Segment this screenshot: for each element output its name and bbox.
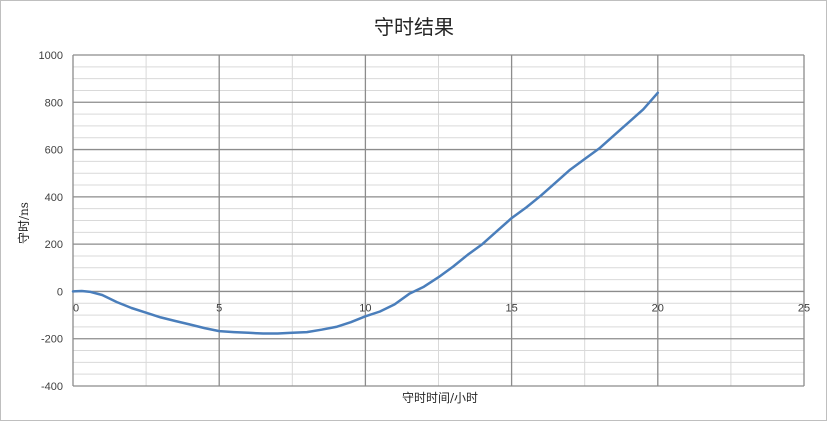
x-tick-label: 5 xyxy=(216,302,222,314)
major-gridlines xyxy=(72,54,805,387)
y-tick-label: -400 xyxy=(41,381,63,393)
y-axis-label: 守时/ns xyxy=(17,202,31,244)
x-tick-label: 20 xyxy=(652,302,664,314)
minor-gridlines xyxy=(73,55,804,386)
y-tick-label: 400 xyxy=(45,192,63,204)
x-tick-label: 25 xyxy=(798,302,810,314)
y-tick-label: 1000 xyxy=(39,50,63,62)
series-layer xyxy=(71,91,660,335)
series-line-0 xyxy=(71,91,660,335)
y-tick-label: -200 xyxy=(41,334,63,346)
x-tick-label: 0 xyxy=(73,302,79,314)
y-tick-label: 0 xyxy=(57,286,63,298)
chart-title: 守时结果 xyxy=(374,15,454,39)
y-tick-label: 200 xyxy=(45,239,63,251)
x-tick-label: 15 xyxy=(505,302,517,314)
x-axis-tick-labels: 0 5 10 15 20 25 xyxy=(73,302,810,314)
y-tick-label: 600 xyxy=(45,145,63,157)
x-axis-label: 守时时间/小时 xyxy=(402,391,478,405)
x-tick-label: 10 xyxy=(359,302,371,314)
y-tick-label: 800 xyxy=(45,97,63,109)
y-axis-tick-labels: 1000 800 600 400 200 0 -200 -400 xyxy=(39,50,63,393)
